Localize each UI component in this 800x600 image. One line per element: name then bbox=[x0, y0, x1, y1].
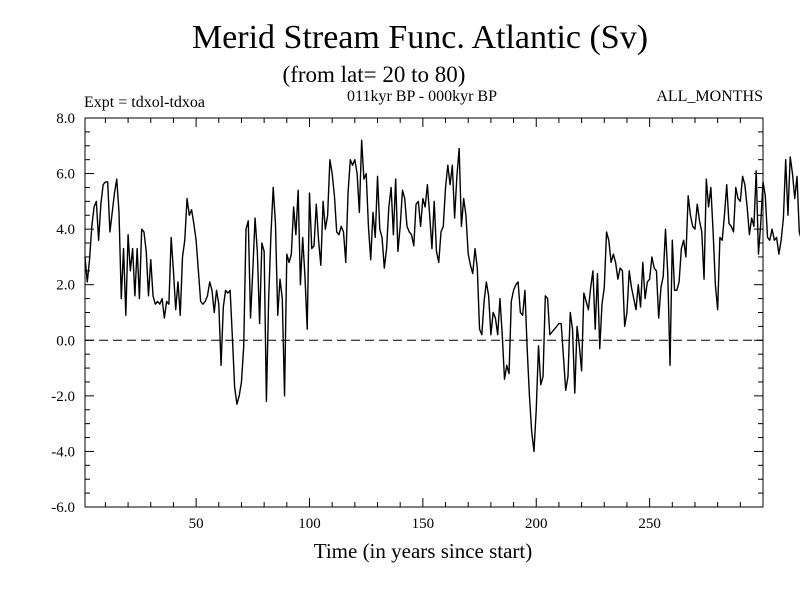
y-tick-label: 8.0 bbox=[56, 111, 75, 127]
y-tick-label: 0.0 bbox=[56, 333, 75, 349]
series-line bbox=[84, 139, 800, 453]
y-tick-label: -2.0 bbox=[51, 389, 75, 405]
y-tick-label: -6.0 bbox=[51, 500, 75, 516]
chart-subtitle: (from lat= 20 to 80) bbox=[283, 62, 466, 87]
period-label: 011kyr BP - 000kyr BP bbox=[347, 88, 497, 105]
x-tick-label: 100 bbox=[298, 516, 321, 532]
x-axis-label: Time (in years since start) bbox=[314, 539, 533, 563]
x-tick-label: 150 bbox=[412, 516, 435, 532]
y-tick-label: 4.0 bbox=[56, 222, 75, 238]
plot-area: -6.0 -4.0 -2.0 0.0 2.0 4.0 6.0 8.0 50 100 150 200 25… bbox=[51, 111, 800, 532]
expt-label: Expt = tdxol-tdxoa bbox=[84, 94, 205, 111]
y-tick-label: -4.0 bbox=[51, 444, 75, 460]
y-tick-label: 6.0 bbox=[56, 167, 75, 183]
x-tick-label: 50 bbox=[189, 516, 204, 532]
y-tick-label: 2.0 bbox=[56, 278, 75, 294]
months-label: ALL_MONTHS bbox=[656, 88, 763, 105]
plot-frame bbox=[84, 117, 764, 508]
x-tick-label: 200 bbox=[525, 516, 548, 532]
x-tick-label: 250 bbox=[638, 516, 661, 532]
chart-title: Merid Stream Func. Atlantic (Sv) bbox=[192, 19, 648, 56]
